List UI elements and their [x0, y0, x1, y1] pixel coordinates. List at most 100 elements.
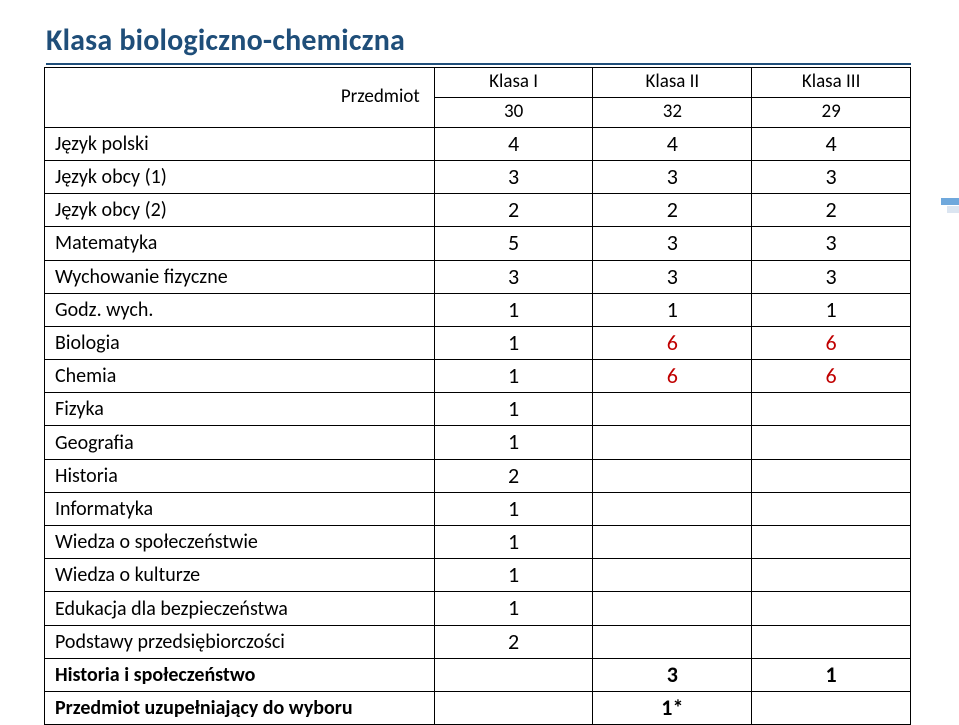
header-klasa-2: Klasa II [593, 68, 752, 98]
row-value: 6 [593, 360, 752, 393]
row-value [752, 459, 911, 492]
row-value: 1 [434, 393, 593, 426]
header-count-3: 29 [752, 97, 911, 127]
schedule-table: Przedmiot Klasa I Klasa II Klasa III 30 … [44, 67, 911, 725]
row-value [752, 592, 911, 625]
row-value [752, 492, 911, 525]
row-value: 4 [752, 127, 911, 160]
row-value [752, 426, 911, 459]
row-label: Język obcy (1) [45, 160, 435, 193]
row-value [752, 559, 911, 592]
table-row: Geografia1 [45, 426, 911, 459]
row-value: 4 [434, 127, 593, 160]
row-value: 1 [434, 360, 593, 393]
table-row: Matematyka533 [45, 227, 911, 260]
table-header-row-1: Przedmiot Klasa I Klasa II Klasa III [45, 68, 911, 98]
row-label: Przedmiot uzupełniający do wyboru [45, 691, 435, 724]
table-row: Edukacja dla bezpieczeństwa1 [45, 592, 911, 625]
row-value: 1 [434, 526, 593, 559]
row-label: Wiedza o kulturze [45, 559, 435, 592]
row-value [593, 393, 752, 426]
row-label: Język polski [45, 127, 435, 160]
row-value: 1 [434, 492, 593, 525]
row-value [593, 559, 752, 592]
row-value: 2 [434, 459, 593, 492]
row-value: 3 [434, 260, 593, 293]
row-label: Chemia [45, 360, 435, 393]
table-row: Język obcy (1)333 [45, 160, 911, 193]
row-label: Godz. wych. [45, 293, 435, 326]
table-row: Język obcy (2)222 [45, 194, 911, 227]
row-value: 1 [434, 426, 593, 459]
row-value [434, 658, 593, 691]
decorative-ribbon-icon [935, 198, 959, 214]
row-value [593, 492, 752, 525]
row-value [593, 592, 752, 625]
table-row: Wiedza o społeczeństwie1 [45, 526, 911, 559]
row-value: 3 [593, 658, 752, 691]
table-row: Informatyka1 [45, 492, 911, 525]
row-value: 2 [593, 194, 752, 227]
row-value: 1* [593, 691, 752, 724]
row-value: 3 [593, 260, 752, 293]
table-row: Historia2 [45, 459, 911, 492]
header-count-2: 32 [593, 97, 752, 127]
header-count-1: 30 [434, 97, 593, 127]
row-value: 3 [434, 160, 593, 193]
table-row: Podstawy przedsiębiorczości2 [45, 625, 911, 658]
header-klasa-1: Klasa I [434, 68, 593, 98]
row-value [593, 526, 752, 559]
row-value: 2 [434, 194, 593, 227]
row-value: 1 [593, 293, 752, 326]
table-row: Chemia166 [45, 360, 911, 393]
row-value: 3 [752, 160, 911, 193]
row-value: 3 [752, 227, 911, 260]
row-label: Podstawy przedsiębiorczości [45, 625, 435, 658]
row-value: 1 [434, 293, 593, 326]
row-value: 2 [434, 625, 593, 658]
row-value: 3 [593, 227, 752, 260]
table-row: Wiedza o kulturze1 [45, 559, 911, 592]
row-value [752, 625, 911, 658]
header-subject: Przedmiot [45, 68, 435, 128]
table-row: Fizyka1 [45, 393, 911, 426]
page-title: Klasa biologiczno-chemiczna [46, 22, 911, 65]
table-row: Przedmiot uzupełniający do wyboru 1* [45, 691, 911, 724]
row-value: 3 [752, 260, 911, 293]
table-row: Biologia166 [45, 326, 911, 359]
row-value: 3 [593, 160, 752, 193]
row-value: 1 [434, 326, 593, 359]
row-value [752, 393, 911, 426]
row-label: Język obcy (2) [45, 194, 435, 227]
row-value: 5 [434, 227, 593, 260]
row-value [752, 691, 911, 724]
table-row: Język polski444 [45, 127, 911, 160]
row-value: 6 [752, 326, 911, 359]
table-row: Godz. wych.111 [45, 293, 911, 326]
row-value: 6 [752, 360, 911, 393]
row-label: Historia i społeczeństwo [45, 658, 435, 691]
row-value: 6 [593, 326, 752, 359]
row-value [752, 526, 911, 559]
row-label: Edukacja dla bezpieczeństwa [45, 592, 435, 625]
row-value [434, 691, 593, 724]
header-klasa-3: Klasa III [752, 68, 911, 98]
table-row: Historia i społeczeństwo31 [45, 658, 911, 691]
row-value [593, 459, 752, 492]
row-value: 1 [434, 592, 593, 625]
row-value: 1 [752, 293, 911, 326]
row-value [593, 426, 752, 459]
row-label: Fizyka [45, 393, 435, 426]
row-label: Historia [45, 459, 435, 492]
table-row: Wychowanie fizyczne333 [45, 260, 911, 293]
row-value: 4 [593, 127, 752, 160]
row-value: 2 [752, 194, 911, 227]
row-label: Informatyka [45, 492, 435, 525]
row-label: Geografia [45, 426, 435, 459]
row-label: Wychowanie fizyczne [45, 260, 435, 293]
row-value: 1 [434, 559, 593, 592]
row-label: Biologia [45, 326, 435, 359]
row-label: Wiedza o społeczeństwie [45, 526, 435, 559]
row-label: Matematyka [45, 227, 435, 260]
row-value [593, 625, 752, 658]
